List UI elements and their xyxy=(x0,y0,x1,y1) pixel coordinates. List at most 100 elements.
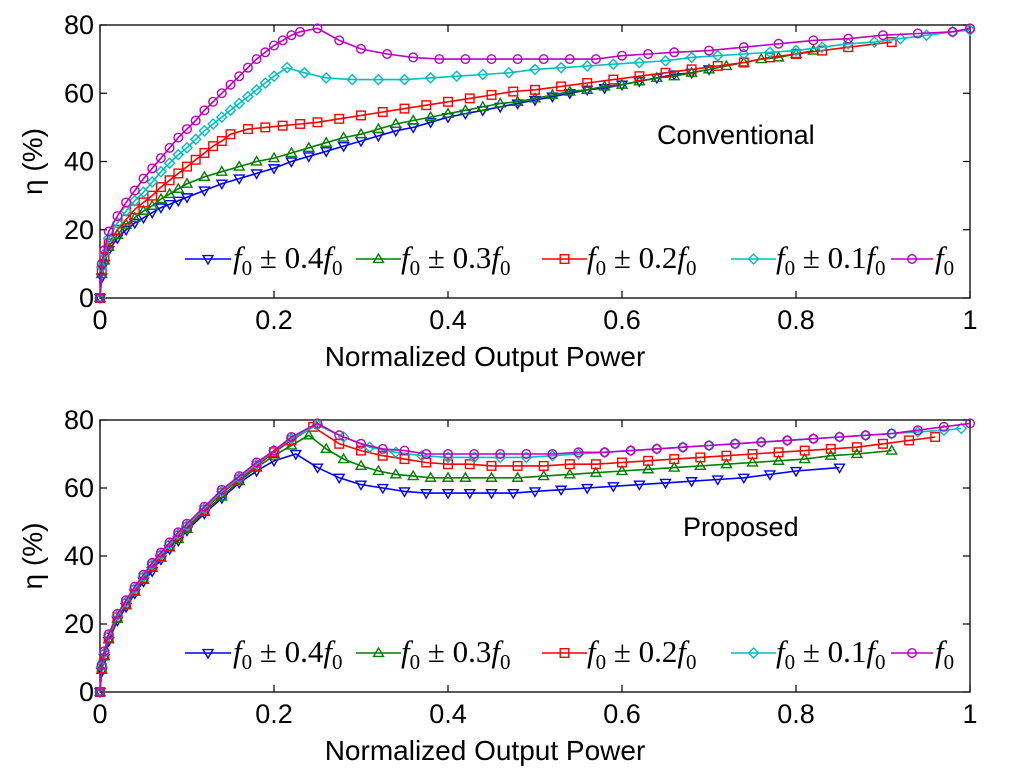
data-point xyxy=(250,169,263,180)
data-point xyxy=(334,430,345,441)
data-point xyxy=(233,160,246,171)
data-point xyxy=(668,461,681,472)
data-point xyxy=(615,464,629,476)
data-point xyxy=(659,54,672,67)
data-point xyxy=(615,78,629,89)
data-point xyxy=(443,459,454,470)
data-point xyxy=(129,581,140,592)
data-point xyxy=(511,471,524,482)
data-point xyxy=(633,56,646,69)
legend-marker xyxy=(372,646,385,658)
data-point xyxy=(198,502,211,515)
data-point xyxy=(868,36,881,48)
data-point xyxy=(677,442,688,453)
data-point xyxy=(277,120,288,131)
data-point xyxy=(937,424,950,437)
data-point xyxy=(634,71,645,82)
y-tick-label: 60 xyxy=(64,473,94,503)
data-point xyxy=(711,49,724,62)
data-point xyxy=(181,518,192,529)
legend-label-offset: ± 0.1 xyxy=(795,240,866,275)
data-point xyxy=(529,63,541,76)
data-point xyxy=(311,419,324,432)
panel-annotation: Proposed xyxy=(683,512,799,542)
data-point xyxy=(686,64,697,75)
data-point xyxy=(799,445,810,456)
y-tick-label: 80 xyxy=(64,405,94,435)
legend-label-sub2: 0 xyxy=(686,650,697,674)
legend-label-sub: 0 xyxy=(242,650,253,674)
data-point xyxy=(311,463,324,474)
data-point xyxy=(511,99,524,110)
data-point xyxy=(302,152,315,163)
data-point xyxy=(702,63,716,74)
series-4 xyxy=(94,24,976,304)
x-tick-label: 1 xyxy=(962,699,977,729)
data-point xyxy=(260,47,271,58)
legend-label-sub2: 0 xyxy=(875,256,886,280)
data-point xyxy=(190,115,201,126)
data-point xyxy=(878,30,889,41)
data-point xyxy=(173,132,184,143)
data-point xyxy=(269,40,280,51)
data-point xyxy=(965,23,976,34)
data-point xyxy=(172,527,185,540)
data-point xyxy=(320,442,333,454)
data-point xyxy=(512,54,523,65)
data-point xyxy=(216,136,227,147)
data-point xyxy=(421,449,432,460)
legend-marker xyxy=(747,647,760,659)
data-point xyxy=(180,177,194,188)
series-line xyxy=(99,29,971,299)
data-point xyxy=(103,629,114,640)
data-point xyxy=(420,488,433,500)
series-line xyxy=(99,434,892,693)
data-point xyxy=(463,488,476,500)
legend-marker xyxy=(907,648,918,659)
data-point xyxy=(251,54,262,65)
data-point xyxy=(563,468,576,479)
data-point xyxy=(146,199,159,211)
data-point xyxy=(354,127,368,139)
data-point xyxy=(738,42,749,53)
x-axis-label: Normalized Output Power xyxy=(325,341,646,372)
y-axis-label: η (%) xyxy=(17,523,48,590)
legend-label: f0 ± 0.4f0 xyxy=(233,634,343,674)
legend-label-offset: ± 0.1 xyxy=(795,634,866,669)
data-point xyxy=(94,293,105,304)
data-point xyxy=(669,47,680,58)
data-point xyxy=(215,179,228,191)
x-tick-label: 0.8 xyxy=(777,305,815,335)
y-axis-label: η (%) xyxy=(17,128,48,195)
data-point xyxy=(121,595,132,606)
data-point xyxy=(938,421,949,432)
data-point xyxy=(96,258,107,269)
data-point xyxy=(146,176,159,188)
data-point xyxy=(441,107,455,118)
legend-label: f0 ± 0.2f0 xyxy=(587,634,697,674)
data-point xyxy=(356,110,367,121)
data-point xyxy=(112,211,123,222)
data-point xyxy=(267,151,281,163)
legend-label-offset: ± 0.4 xyxy=(252,634,324,669)
data-point xyxy=(878,438,889,449)
legend-label-sub: 0 xyxy=(944,256,955,280)
data-point xyxy=(234,71,245,82)
data-point xyxy=(103,226,114,237)
data-point xyxy=(598,83,611,95)
data-point xyxy=(894,32,907,45)
data-point xyxy=(198,124,211,137)
data-point xyxy=(737,48,750,60)
data-point xyxy=(173,168,184,179)
data-point xyxy=(233,174,246,185)
legend-marker xyxy=(747,253,760,265)
data-point xyxy=(234,471,245,482)
data-point xyxy=(96,659,107,670)
data-point xyxy=(286,432,297,443)
data-point xyxy=(791,49,802,60)
data-point xyxy=(250,155,263,166)
legend-label-sub2: 0 xyxy=(332,650,343,674)
x-tick-label: 0.4 xyxy=(429,699,467,729)
data-point xyxy=(295,26,306,37)
